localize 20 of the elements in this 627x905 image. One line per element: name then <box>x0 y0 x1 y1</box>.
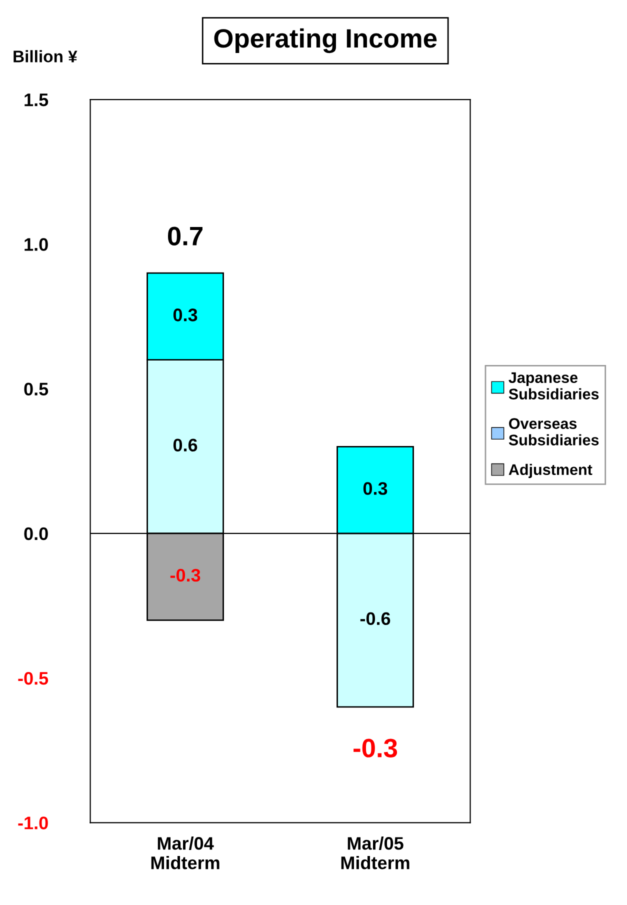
chart-title: Operating Income <box>214 28 437 54</box>
y-tick-label: 1.0 <box>24 238 48 251</box>
x-tick-label: Mar/04 Midterm <box>151 836 220 870</box>
y-tick-label: 1.5 <box>24 94 48 106</box>
legend-label: Overseas Subsidiaries <box>508 418 599 446</box>
data-label: -0.6 <box>360 612 390 626</box>
total-label: -0.3 <box>354 738 398 758</box>
y-tick-label: 0.5 <box>24 382 48 396</box>
total-label: 0.7 <box>168 226 202 246</box>
y-axis-title: Billion ¥ <box>14 50 78 62</box>
legend-label: Japanese Subsidiaries <box>508 372 599 400</box>
y-tick-label: -0.5 <box>18 672 48 685</box>
x-tick-label: Mar/05 Midterm <box>341 836 410 870</box>
legend-label: Adjustment <box>508 464 592 478</box>
data-label: -0.3 <box>170 568 200 582</box>
data-label: 0.6 <box>173 438 198 452</box>
y-tick-label: -1.0 <box>18 816 48 830</box>
data-label: 0.3 <box>173 308 198 322</box>
y-tick-label: 0.0 <box>24 527 48 540</box>
data-label: 0.3 <box>363 482 388 495</box>
